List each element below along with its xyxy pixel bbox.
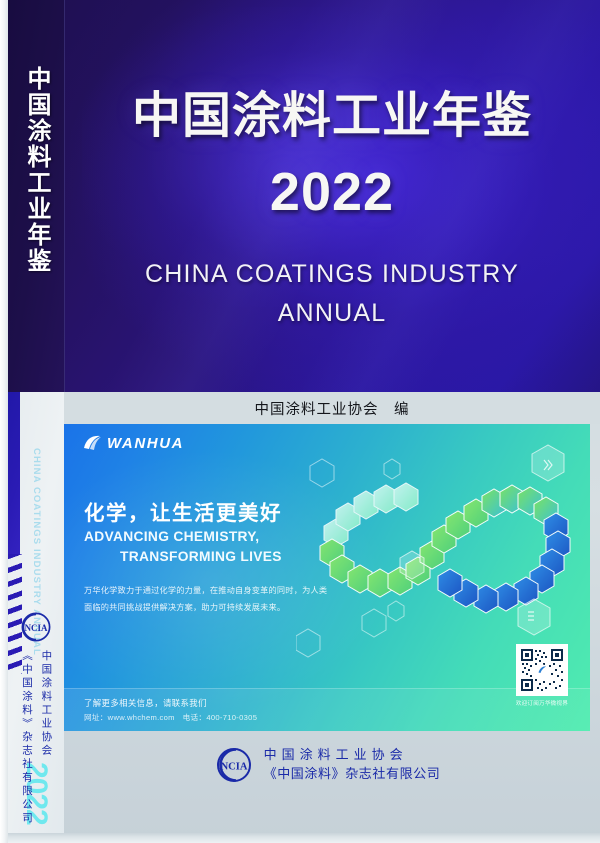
cover-title-english: CHINA COATINGS INDUSTRY ANNUAL <box>64 255 600 333</box>
ad-headline-chinese: 化学，让生活更美好 <box>84 502 282 525</box>
ad-contact-details: 网址：www.whchem.com 电话：400-710-0305 <box>84 713 258 722</box>
editor-credit-line: 中国涂料工业协会 编 <box>64 392 600 424</box>
ncia-logo-icon: NCIA <box>21 612 51 642</box>
cover-year: 2022 <box>269 162 395 222</box>
ad-contact-heading: 了解更多相关信息，请联系我们 <box>84 698 207 708</box>
ncia-logo-text: NCIA <box>220 762 247 773</box>
page-edge-left <box>0 0 8 843</box>
spine-title: 中国涂料工业年鉴 <box>23 66 50 274</box>
ad-footer-bar <box>64 688 590 731</box>
spine-publisher-line2: 《中国涂料》杂志社有限公司 <box>21 650 33 826</box>
ad-glow <box>64 448 391 713</box>
publisher-line1: 中国涂料工业协会 <box>263 747 408 763</box>
ncia-logo-icon-bottom: NCIA <box>216 748 251 782</box>
book-spine-upper: 中国涂料工业年鉴 <box>8 0 65 392</box>
editor-credit-text: 中国涂料工业协会 编 <box>254 401 410 418</box>
hexagon-infinity-graphic <box>296 444 571 658</box>
cover-title-block: 中国涂料工业年鉴 2022 CHINA COATINGS INDUSTRY AN… <box>64 0 600 392</box>
cover-title-english-line1: CHINA COATINGS INDUSTRY <box>145 260 519 288</box>
book-spine-lower: CHINA COATINGS INDUSTRY ANNUAL NCIA 中国涂料… <box>8 392 64 833</box>
wanhua-advertisement: WANHUA 化学，让生活更美好 ADVANCING CHEMISTRY, TR… <box>64 424 590 731</box>
qr-code-pattern <box>518 647 565 693</box>
spine-publisher: 中国涂料工业协会 《中国涂料》杂志社有限公司 <box>17 650 56 826</box>
ad-headline-english-line2: TRANSFORMING LIVES <box>120 549 282 564</box>
ad-body-text: 万华化学致力于通过化学的力量，在推动自身变革的同时，为人类面临的共同挑战提供解决… <box>84 586 328 613</box>
publisher-names: 中国涂料工业协会 《中国涂料》杂志社有限公司 <box>264 746 441 784</box>
cover-title-english-line2: ANNUAL <box>277 298 387 327</box>
spine-publisher-line1: 中国涂料工业协会 <box>40 650 53 758</box>
publisher-line2: 《中国涂料》杂志社有限公司 <box>263 766 441 781</box>
wanhua-swirl-icon <box>84 435 101 450</box>
publisher-logo-row: NCIA 中国涂料工业协会 《中国涂料》杂志社有限公司 <box>64 740 590 790</box>
wanhua-logo: WANHUA <box>82 434 184 452</box>
qr-code[interactable] <box>515 644 568 696</box>
svg-text:NCIA: NCIA <box>25 623 48 633</box>
wanhua-wordmark: WANHUA <box>107 434 185 452</box>
qr-caption: 欢迎订阅万华微视界 <box>515 701 568 707</box>
spine-title-english: CHINA COATINGS INDUSTRY ANNUAL <box>31 448 43 656</box>
page-title: 中国涂料工业年鉴 <box>131 89 532 143</box>
ad-headline-english-line1: ADVANCING CHEMISTRY, <box>84 529 260 544</box>
spine-year: 2022 <box>20 762 53 825</box>
page-edge-bottom <box>0 833 600 843</box>
ad-qr-block: 欢迎订阅万华微视界 <box>515 644 568 707</box>
